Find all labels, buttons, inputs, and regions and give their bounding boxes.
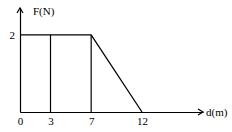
x-axis-title: d(m): [206, 106, 228, 119]
x-axis-arrow: [198, 109, 203, 115]
x-tick-label: 3: [48, 115, 54, 127]
x-tick: 3: [48, 112, 54, 127]
y-tick: 2: [10, 29, 21, 41]
x-tick: 0: [18, 112, 24, 127]
y-axis-line: [20, 9, 21, 113]
y-axis-arrow: [17, 8, 23, 13]
x-tick-label: 0: [18, 115, 24, 127]
chart-container: 0 3 7 12 2 F(N) d(m): [0, 0, 232, 132]
data-line: [20, 35, 142, 112]
y-axis: 2: [10, 9, 21, 113]
drop-line: [20, 35, 21, 112]
x-tick-label: 7: [89, 115, 95, 127]
plot: 0 3 7 12 2: [10, 8, 204, 127]
y-tick-label: 2: [10, 29, 16, 41]
chart-svg: 0 3 7 12 2 F(N) d(m): [0, 0, 232, 132]
x-tick: 12: [137, 112, 148, 127]
x-tick: 7: [89, 112, 95, 127]
x-tick-label: 12: [137, 115, 148, 127]
x-axis: 0 3 7 12: [18, 112, 204, 127]
drop-line: [91, 35, 92, 112]
x-axis-line: [21, 112, 204, 113]
marks: [20, 35, 142, 112]
drop-line: [50, 35, 51, 112]
y-axis-title: F(N): [33, 5, 55, 18]
